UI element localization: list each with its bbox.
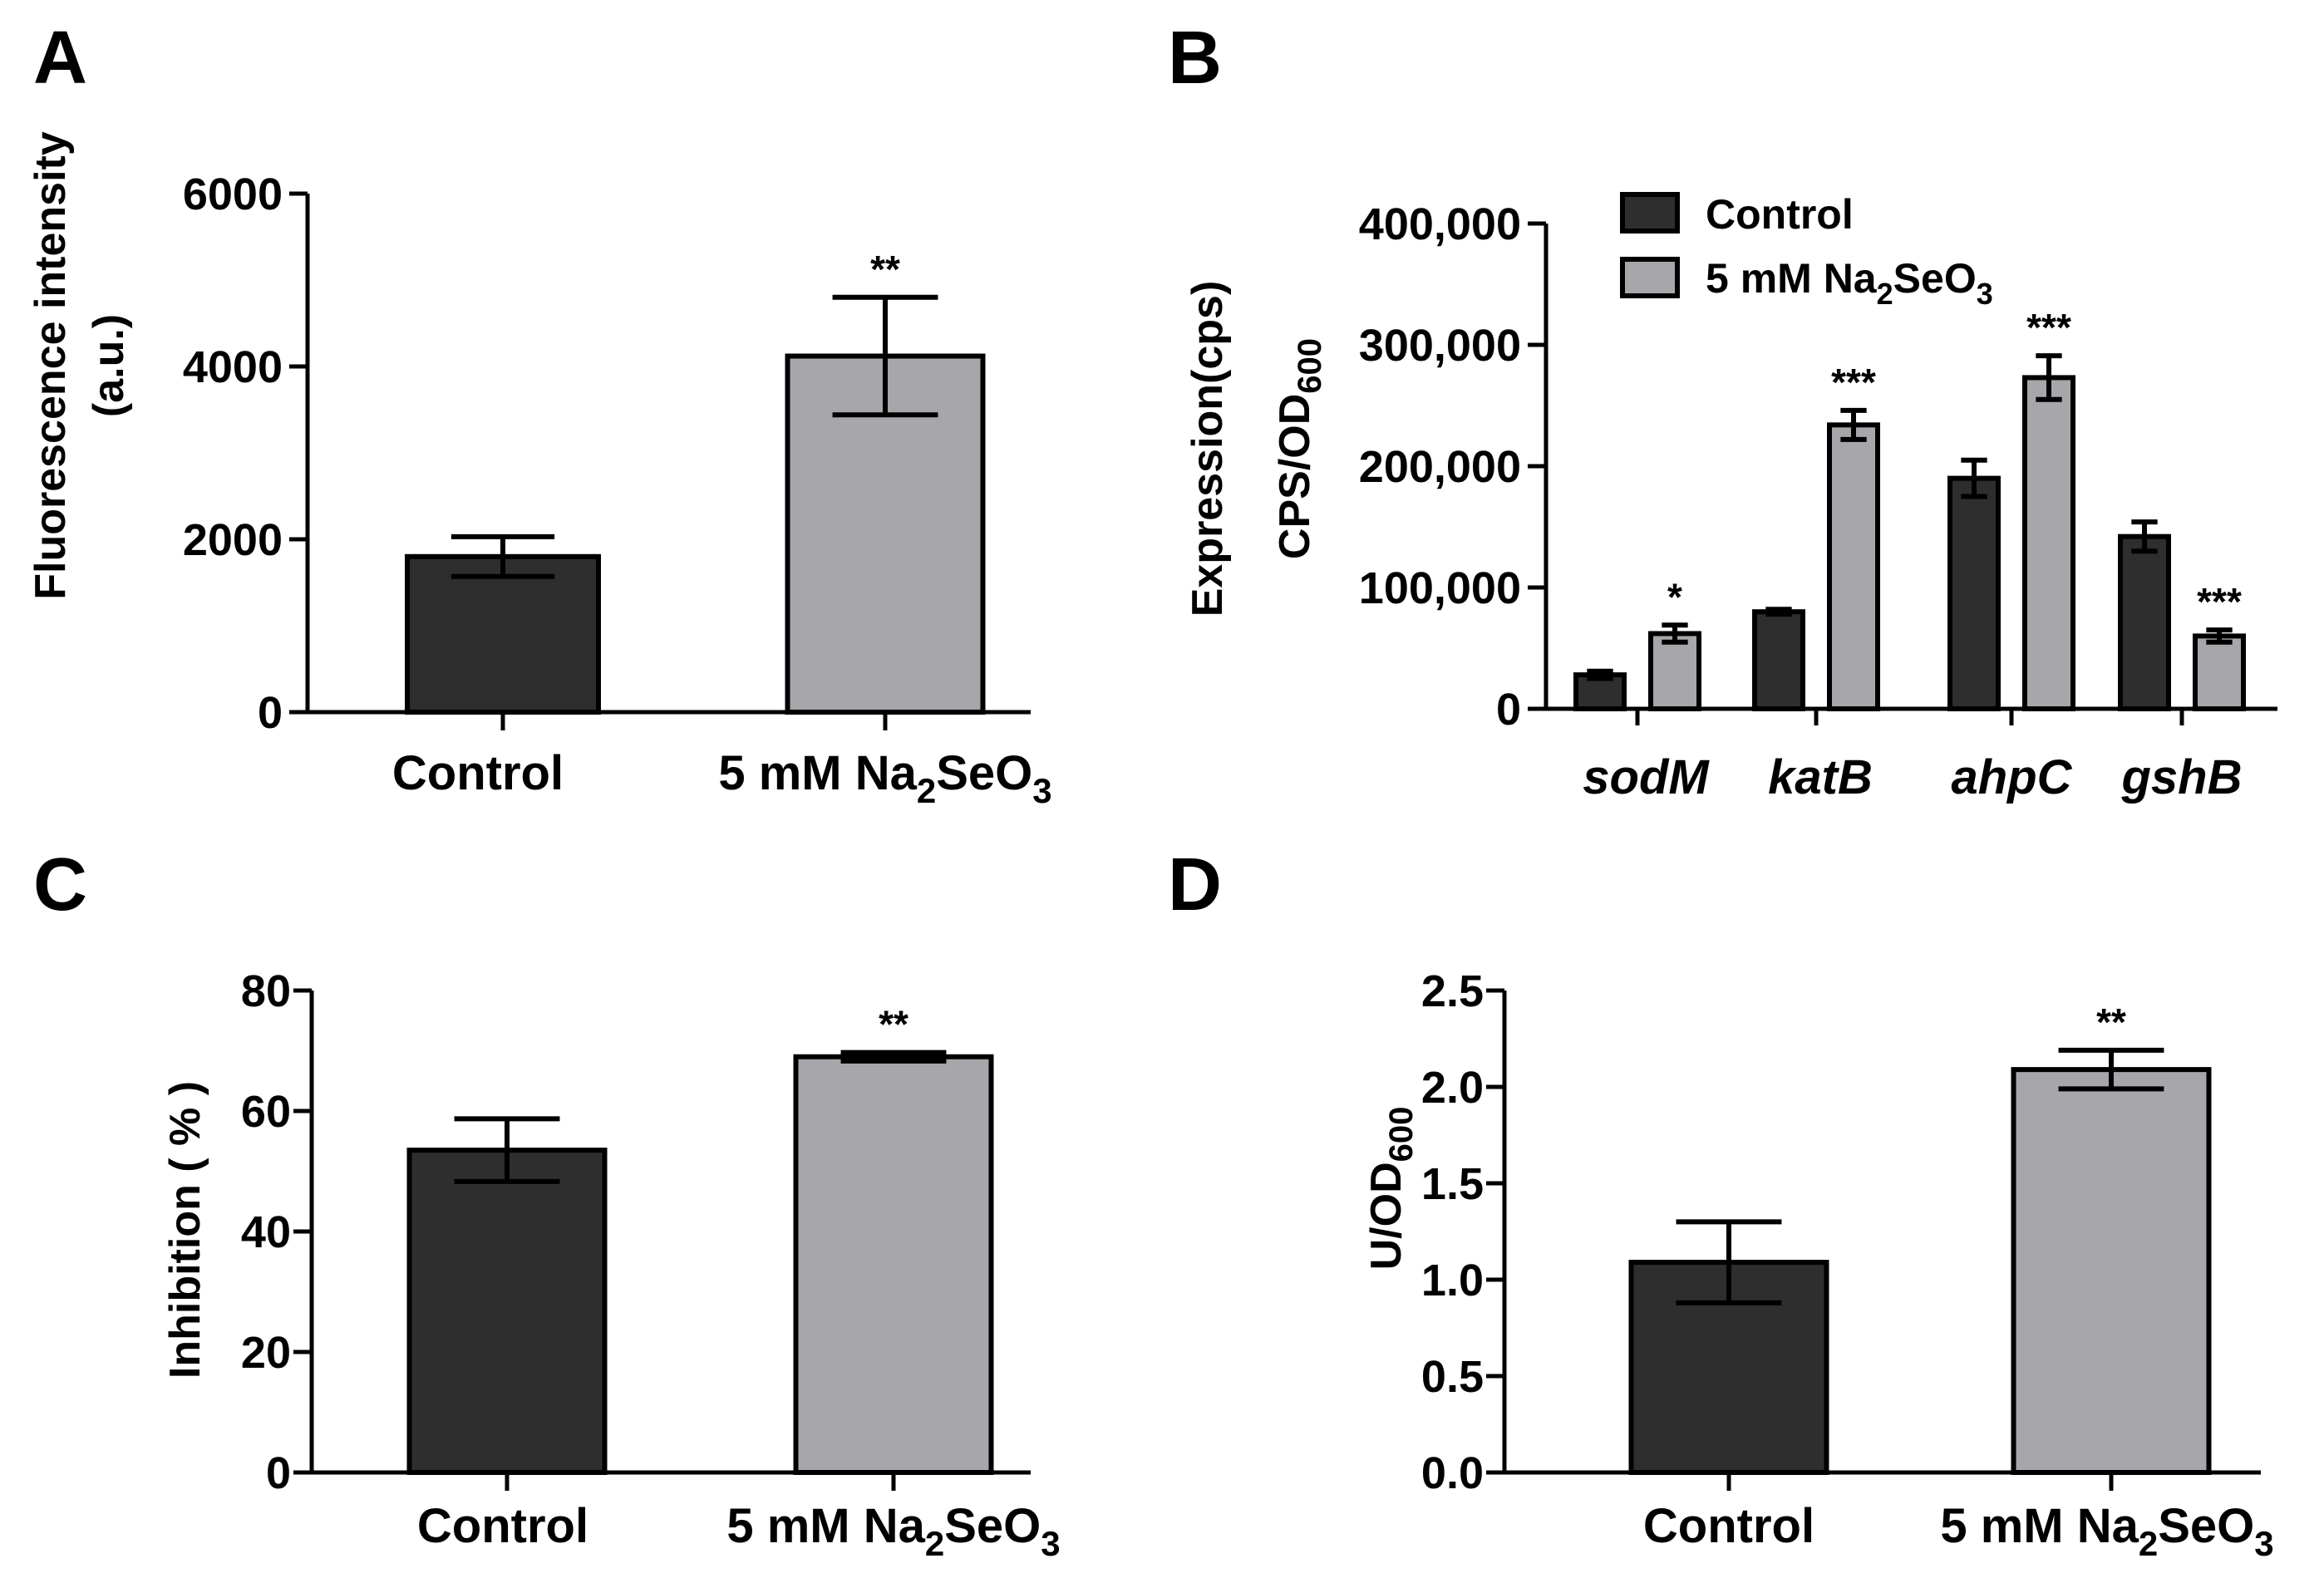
panel-d-bar xyxy=(2011,1067,2212,1475)
panel-d: D U/OD600 2.5 2.0 1.5 1.0 0.5 0.0 ** Con… xyxy=(1168,843,2274,1563)
panel-letter-c: C xyxy=(33,843,87,927)
panel-c-bar xyxy=(793,1054,994,1475)
legend-swatch-control xyxy=(1620,192,1680,234)
panel-d-ytick: 2.5 xyxy=(1421,966,1484,1016)
legend-label-treated: 5 mM Na2SeO3 xyxy=(1706,255,1993,311)
panel-a-ytick: 4000 xyxy=(183,342,283,392)
panel-b-ytick: 100,000 xyxy=(1359,563,1521,613)
panel-b-legend: Control 5 mM Na2SeO3 xyxy=(1620,191,1993,311)
panel-b-significance: *** xyxy=(2197,580,2242,623)
panel-d-xlabel-treated: 5 mM Na2SeO3 xyxy=(1940,1499,2273,1563)
panel-d-ytick: 1.0 xyxy=(1421,1256,1484,1305)
panel-a-ytick: 0 xyxy=(258,688,283,738)
panel-d-xlabel-control: Control xyxy=(1643,1499,1814,1553)
panel-a-xlabel-treated: 5 mM Na2SeO3 xyxy=(718,746,1051,810)
panel-c-ylabel: Inhibition ( % ) xyxy=(161,1081,209,1379)
panel-c-significance: ** xyxy=(879,1003,908,1046)
panel-a-ylabel-line2: (a.u.) xyxy=(85,314,133,417)
panel-b-ylabel-line2: CPS/OD600 xyxy=(1271,338,1328,559)
panel-letter-b: B xyxy=(1168,17,1222,100)
panel-a-ylabel-line1: Fluorescence intensity xyxy=(27,131,75,600)
panel-b-bar xyxy=(2118,533,2171,711)
panel-b-ylabel: Expression(cps) CPS/OD600 xyxy=(1184,281,1328,617)
panel-d-ytick: 0.5 xyxy=(1421,1352,1484,1402)
legend-label-control: Control xyxy=(1706,191,1854,238)
panel-a-ytick: 6000 xyxy=(183,170,283,219)
panel-b-significance: *** xyxy=(2026,306,2071,349)
panel-d-ytick: 2.0 xyxy=(1421,1063,1484,1113)
legend-swatch-treated xyxy=(1620,257,1680,298)
panel-b: B Expression(cps) CPS/OD600 400,000 300,… xyxy=(1168,17,2277,804)
panel-c-ytick: 60 xyxy=(241,1087,291,1137)
panel-c-ytick: 0 xyxy=(266,1448,291,1498)
panel-a-ytick: 2000 xyxy=(183,515,283,565)
panel-a-significance: ** xyxy=(870,248,900,291)
panel-d-significance: ** xyxy=(2096,1000,2126,1044)
panel-b-bar xyxy=(1648,631,1701,711)
panel-b-bar xyxy=(1752,609,1805,712)
panel-c-bar xyxy=(406,1148,608,1475)
panel-c-xlabel-treated: 5 mM Na2SeO3 xyxy=(726,1499,1060,1563)
panel-d-ytick: 0.0 xyxy=(1421,1448,1484,1498)
panel-d-plot: ** xyxy=(1486,988,2261,1491)
panel-a-plot: ** xyxy=(289,191,1031,730)
panel-b-bar xyxy=(1827,422,1880,711)
panel-a-bar xyxy=(405,553,601,715)
panel-b-xlabel: gshB xyxy=(2121,750,2243,804)
panel-d-ylabel: U/OD600 xyxy=(1362,1107,1420,1271)
panel-b-bar xyxy=(2193,633,2246,712)
panel-c-plot: ** xyxy=(293,988,1031,1491)
panel-a-ylabel: Fluorescence intensity (a.u.) xyxy=(27,131,133,600)
panel-b-plot: ********** xyxy=(1528,221,2277,725)
panel-c-xlabel-control: Control xyxy=(417,1499,588,1553)
panel-b-xlabel: katB xyxy=(1768,750,1873,804)
panel-a: A Fluorescence intensity (a.u.) 6000 400… xyxy=(27,17,1052,810)
panel-b-ytick: 200,000 xyxy=(1359,442,1521,492)
panel-letter-d: D xyxy=(1168,843,1222,927)
panel-c-ytick: 80 xyxy=(241,966,291,1016)
panel-b-ytick: 0 xyxy=(1496,685,1521,735)
panel-b-ylabel-line1: Expression(cps) xyxy=(1184,281,1232,617)
panel-b-bar xyxy=(1947,475,2001,711)
panel-b-bar xyxy=(2022,375,2075,711)
panel-d-ytick: 1.5 xyxy=(1421,1159,1484,1209)
panel-b-ytick: 400,000 xyxy=(1359,199,1521,249)
panel-c-ytick: 20 xyxy=(241,1328,291,1378)
panel-b-xlabel: ahpC xyxy=(1952,750,2073,804)
panel-b-ytick: 300,000 xyxy=(1359,321,1521,371)
panel-a-xlabel-control: Control xyxy=(392,746,564,800)
panel-b-xlabel: sodM xyxy=(1583,750,1710,804)
panel-letter-a: A xyxy=(33,17,87,100)
panel-b-significance: *** xyxy=(1831,361,1876,404)
panel-c-ytick: 40 xyxy=(241,1207,291,1257)
panel-c: C Inhibition ( % ) 80 60 40 20 0 ** Cont… xyxy=(33,843,1061,1563)
panel-b-significance: * xyxy=(1667,575,1682,618)
